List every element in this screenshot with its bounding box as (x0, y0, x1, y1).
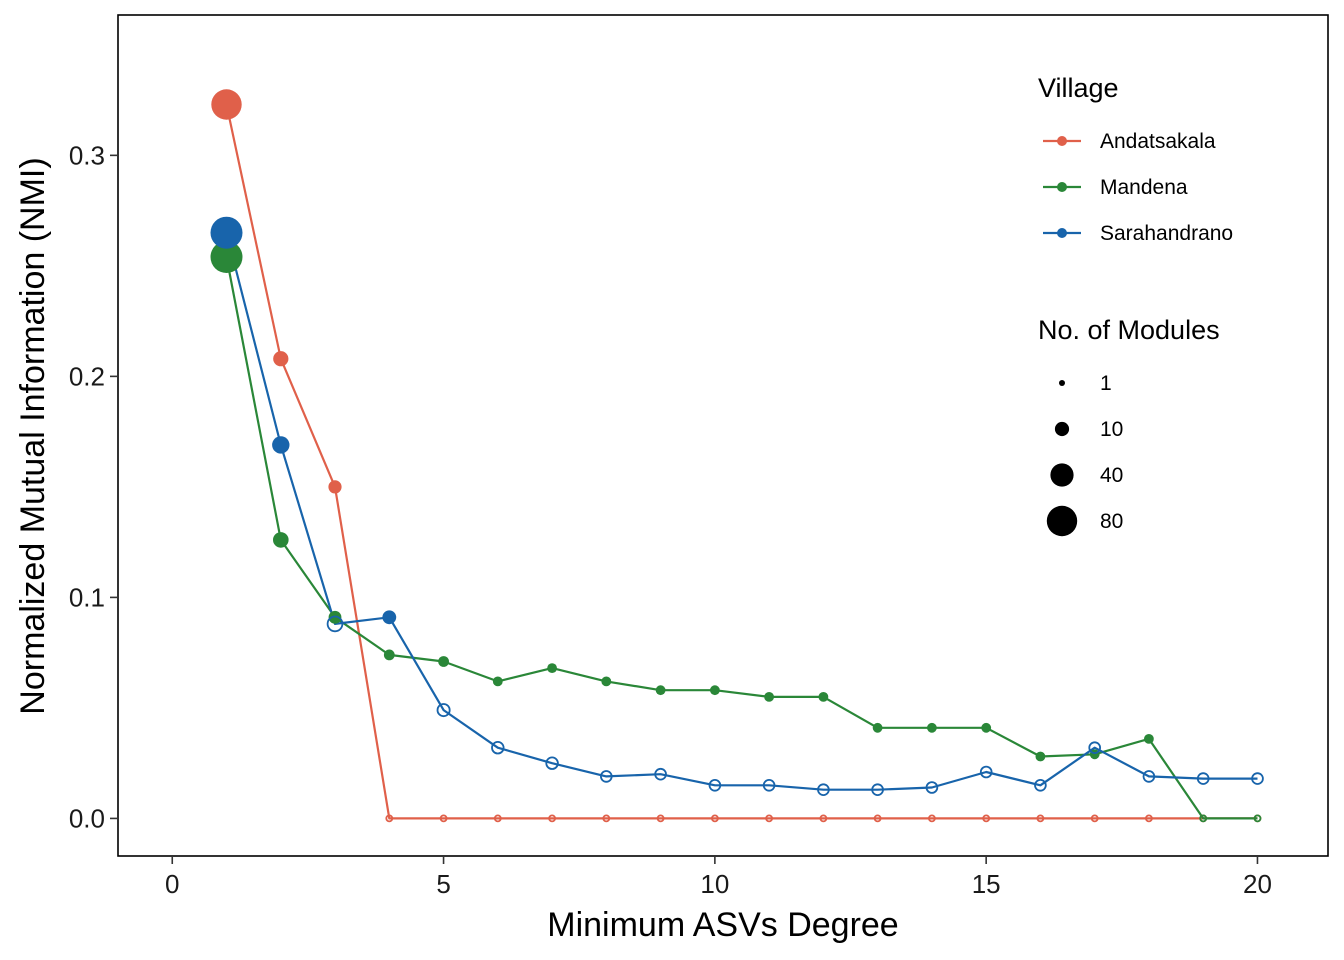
data-point-mandena (492, 676, 503, 687)
data-point-sarahandrano (1088, 741, 1101, 754)
data-point-sarahandrano (599, 770, 613, 783)
data-point-andatsakala (982, 814, 991, 823)
data-point-mandena (981, 722, 992, 733)
legend-size-label: 10 (1100, 418, 1123, 441)
data-point-andatsakala (819, 814, 828, 823)
data-point-sarahandrano (1142, 770, 1156, 783)
data-point-sarahandrano (654, 767, 667, 781)
data-point-mandena (872, 722, 883, 733)
legend-title-modules: No. of Modules (1038, 315, 1220, 345)
data-point-andatsakala (1036, 814, 1045, 823)
data-point-mandena (1253, 814, 1262, 823)
data-point-sarahandrano (491, 741, 505, 755)
data-point-andatsakala (211, 89, 242, 120)
x-tick-label: 15 (972, 869, 1001, 899)
data-point-mandena (601, 676, 612, 687)
data-point-sarahandrano (817, 783, 830, 796)
legend-label-andatsakala: Andatsakala (1100, 130, 1216, 153)
legend-size-dot (1054, 421, 1070, 437)
data-point-andatsakala (765, 814, 773, 823)
legend-size-label: 80 (1100, 510, 1123, 533)
y-tick-label: 0.0 (69, 803, 105, 833)
x-tick-label: 5 (436, 869, 450, 899)
legend-color-items: Andatsakala Mandena Sarahandrano (1043, 130, 1233, 245)
y-tick-label: 0.1 (69, 582, 105, 612)
data-point-sarahandrano (762, 778, 776, 792)
legend-size-label: 40 (1100, 464, 1123, 487)
data-point-sarahandrano (1196, 772, 1210, 785)
x-tick-label: 10 (700, 869, 729, 899)
legend: Village Andatsakala Mandena Sarahandrano N… (1038, 73, 1233, 537)
legend-size-dot (1046, 505, 1078, 537)
legend-dot-mandena (1057, 182, 1067, 192)
legend-dot-andatsakala (1057, 136, 1067, 146)
legend-size-dot (1050, 463, 1074, 487)
data-point-mandena (927, 722, 937, 733)
data-point-andatsakala (928, 814, 936, 823)
data-point-mandena (1144, 734, 1154, 744)
data-point-mandena (273, 532, 289, 548)
series-line-sarahandrano (225, 232, 1258, 791)
data-point-andatsakala (439, 814, 448, 823)
data-point-andatsakala (711, 814, 719, 823)
data-point-mandena (655, 685, 666, 696)
series-layer (210, 89, 1264, 823)
data-point-mandena (383, 649, 395, 661)
legend-size-items: 1 10 40 80 (1046, 372, 1123, 537)
data-point-andatsakala (873, 814, 882, 823)
data-point-andatsakala (602, 814, 611, 823)
data-point-mandena (818, 692, 829, 702)
data-point-andatsakala (1090, 814, 1099, 823)
data-point-andatsakala (493, 814, 502, 823)
y-tick-label: 0.2 (69, 361, 105, 391)
legend-size-dot (1059, 380, 1065, 386)
legend-size-label: 1 (1100, 372, 1112, 395)
data-point-mandena (438, 656, 449, 667)
legend-label-mandena: Mandena (1100, 176, 1188, 199)
data-point-andatsakala (328, 480, 342, 494)
y-axis-title: Normalized Mutual Information (NMI) (14, 157, 52, 714)
x-tick-label: 0 (165, 869, 179, 899)
x-axis-title: Minimum ASVs Degree (547, 906, 898, 944)
data-point-andatsakala (656, 814, 665, 823)
legend-label-sarahandrano: Sarahandrano (1100, 222, 1233, 245)
data-point-sarahandrano (272, 436, 290, 454)
data-point-sarahandrano (925, 781, 939, 794)
data-point-mandena (710, 685, 720, 696)
x-tick-label: 20 (1243, 869, 1272, 899)
y-axis: 0.0 0.1 0.2 0.3 (69, 140, 118, 833)
y-tick-label: 0.3 (69, 140, 105, 170)
data-point-andatsakala (385, 814, 394, 823)
x-axis: 0 5 10 15 20 (165, 856, 1272, 899)
data-point-sarahandrano (1034, 778, 1047, 792)
data-point-mandena (1199, 814, 1208, 823)
data-point-andatsakala (1145, 814, 1153, 823)
data-point-sarahandrano (382, 610, 397, 625)
legend-dot-sarahandrano (1057, 228, 1067, 238)
legend-title-village: Village (1038, 73, 1119, 103)
data-point-mandena (547, 663, 557, 673)
plot-panel (117, 14, 1329, 857)
data-point-mandena (1035, 751, 1046, 762)
data-point-sarahandrano (545, 756, 559, 770)
data-point-sarahandrano (871, 783, 884, 796)
data-point-mandena (764, 692, 774, 702)
series-line-andatsakala (225, 104, 1258, 820)
data-point-sarahandrano (436, 703, 451, 718)
data-point-sarahandrano (210, 216, 243, 249)
data-point-andatsakala (273, 351, 289, 367)
data-point-sarahandrano (1251, 772, 1264, 785)
data-point-sarahandrano (708, 778, 722, 792)
data-point-mandena (210, 241, 243, 273)
data-point-andatsakala (548, 814, 556, 823)
data-point-sarahandrano (326, 615, 344, 633)
data-point-sarahandrano (979, 765, 993, 779)
